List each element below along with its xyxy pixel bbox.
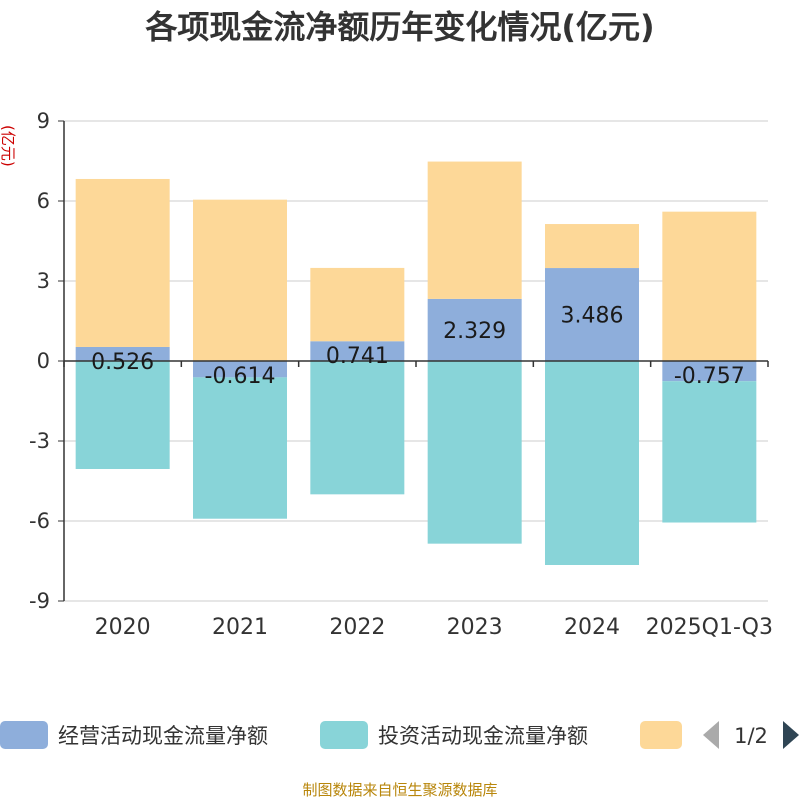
legend-label-investing: 投资活动现金流量净额 [378, 724, 588, 748]
bar-series1-2024[interactable] [545, 361, 639, 565]
legend-prev-page-icon[interactable] [703, 721, 719, 749]
legend: 经营活动现金流量净额 投资活动现金流量净额 1/2 [0, 721, 799, 749]
legend-next-page-icon[interactable] [783, 721, 799, 749]
data-label-2025Q1-Q3: -0.757 [674, 364, 745, 389]
y-tick-label: 6 [37, 189, 50, 213]
y-tick-label: -6 [29, 509, 50, 533]
bar-series0-2024[interactable] [545, 268, 639, 361]
legend-swatch-financing [640, 721, 682, 749]
legend-page-indicator: 1/2 [734, 724, 768, 748]
bar-series0-2022[interactable] [310, 341, 405, 361]
bar-series1-2021[interactable] [193, 377, 287, 519]
bar-series1-2023[interactable] [427, 361, 522, 544]
data-label-2024: 3.486 [561, 304, 624, 329]
bar-series1-2022[interactable] [310, 361, 405, 495]
bar-series2-2024[interactable] [545, 224, 639, 269]
bar-series0-2025Q1-Q3[interactable] [662, 361, 757, 382]
legend-swatch-investing [320, 721, 368, 749]
y-axis-unit: (亿元) [0, 125, 17, 167]
bar-series2-2020[interactable] [75, 178, 170, 347]
legend-label-operating: 经营活动现金流量净额 [58, 724, 268, 748]
legend-item-financing[interactable] [640, 721, 682, 749]
x-tick-label-2020: 2020 [95, 615, 151, 640]
bar-series0-2023[interactable] [427, 298, 522, 361]
legend-swatch-operating [0, 721, 48, 749]
bar-series2-2023[interactable] [427, 161, 522, 299]
y-tick-label: -9 [29, 589, 50, 613]
bar-series2-2021[interactable] [193, 199, 287, 361]
data-label-2021: -0.614 [205, 364, 276, 389]
axes: 9 6 3 0 -3 -6 -9 2020 2021 2022 2023 2024 2025Q1-Q3 [29, 109, 773, 640]
chart-title: 各项现金流净额历年变化情况(亿元) [145, 8, 654, 46]
legend-item-operating[interactable]: 经营活动现金流量净额 [0, 721, 268, 749]
bar-series2-2022[interactable] [310, 267, 405, 342]
bar-series2-2025Q1-Q3[interactable] [662, 211, 757, 361]
bar-series0-2020[interactable] [75, 346, 170, 361]
x-tick-label-2021: 2021 [212, 615, 268, 640]
data-label-2022: 0.741 [326, 344, 389, 369]
y-tick-label: 3 [37, 269, 50, 293]
data-label-2020: 0.526 [91, 350, 154, 375]
y-tick-label: -3 [29, 429, 50, 453]
data-label-2023: 2.329 [443, 319, 506, 344]
x-tick-label-2022: 2022 [329, 615, 385, 640]
y-tick-label: 0 [37, 349, 50, 373]
data-source: 制图数据来自恒生聚源数据库 [302, 781, 497, 799]
legend-item-investing[interactable]: 投资活动现金流量净额 [320, 721, 588, 749]
bar-series1-2025Q1-Q3[interactable] [662, 381, 757, 523]
x-tick-label-2023: 2023 [447, 615, 503, 640]
x-tick-label-2025Q1-Q3: 2025Q1-Q3 [646, 615, 773, 640]
y-tick-label: 9 [37, 109, 50, 133]
bar-series1-2020[interactable] [75, 361, 170, 469]
x-tick-label-2024: 2024 [564, 615, 620, 640]
bar-series0-2021[interactable] [193, 361, 287, 378]
data-labels: 0.526 -0.614 0.741 2.329 3.486 -0.757 [91, 304, 745, 389]
bars [75, 161, 757, 565]
